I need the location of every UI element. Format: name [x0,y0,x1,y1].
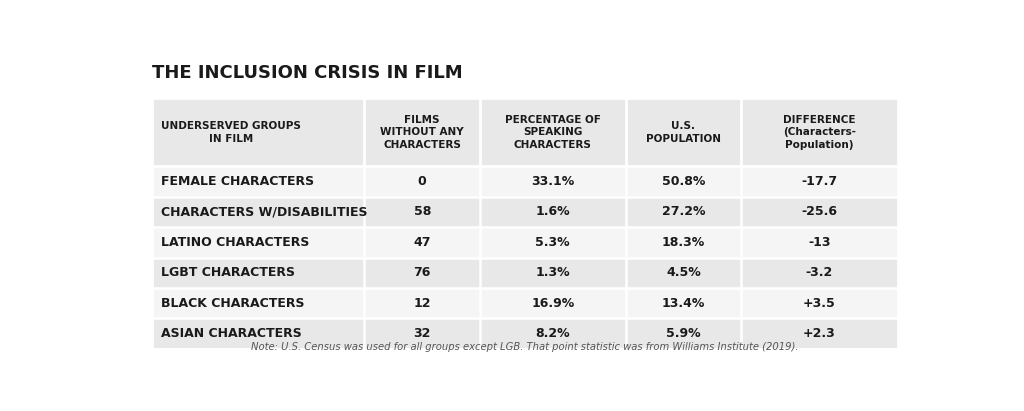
Text: 47: 47 [414,236,431,249]
Bar [152,98,898,166]
Text: 8.2%: 8.2% [536,327,570,340]
Text: FILMS
WITHOUT ANY
CHARACTERS: FILMS WITHOUT ANY CHARACTERS [380,115,464,150]
Text: 5.3%: 5.3% [536,236,570,249]
Text: 1.6%: 1.6% [536,206,570,219]
Text: 0: 0 [418,175,427,188]
Bar [152,227,898,258]
Text: CHARACTERS W/DISABILITIES: CHARACTERS W/DISABILITIES [162,206,368,219]
Text: 4.5%: 4.5% [666,266,700,279]
Text: 12: 12 [414,297,431,309]
Text: Note: U.S. Census was used for all groups except LGB. That point statistic was f: Note: U.S. Census was used for all group… [251,342,799,351]
Text: UNDERSERVED GROUPS
IN FILM: UNDERSERVED GROUPS IN FILM [162,121,301,143]
Text: LATINO CHARACTERS: LATINO CHARACTERS [162,236,309,249]
Text: U.S.
POPULATION: U.S. POPULATION [646,121,721,143]
Text: 76: 76 [414,266,431,279]
Text: FEMALE CHARACTERS: FEMALE CHARACTERS [162,175,314,188]
Text: DIFFERENCE
(Characters-
Population): DIFFERENCE (Characters- Population) [783,115,856,150]
Text: BLACK CHARACTERS: BLACK CHARACTERS [162,297,305,309]
Text: ASIAN CHARACTERS: ASIAN CHARACTERS [162,327,302,340]
Text: -13: -13 [808,236,830,249]
Text: 50.8%: 50.8% [662,175,705,188]
Bar [152,288,898,318]
Text: -3.2: -3.2 [806,266,834,279]
Text: 13.4%: 13.4% [662,297,705,309]
Text: 1.3%: 1.3% [536,266,570,279]
Text: -17.7: -17.7 [802,175,838,188]
Text: -25.6: -25.6 [802,206,838,219]
Text: THE INCLUSION CRISIS IN FILM: THE INCLUSION CRISIS IN FILM [152,64,463,81]
Text: 58: 58 [414,206,431,219]
Text: 16.9%: 16.9% [531,297,574,309]
Bar [152,318,898,349]
Text: LGBT CHARACTERS: LGBT CHARACTERS [162,266,295,279]
Text: 32: 32 [414,327,431,340]
Text: PERCENTAGE OF
SPEAKING
CHARACTERS: PERCENTAGE OF SPEAKING CHARACTERS [505,115,601,150]
Text: 33.1%: 33.1% [531,175,574,188]
Text: 18.3%: 18.3% [662,236,705,249]
Bar [152,166,898,197]
Text: +2.3: +2.3 [803,327,836,340]
Text: +3.5: +3.5 [803,297,836,309]
Text: 5.9%: 5.9% [666,327,700,340]
Text: 27.2%: 27.2% [662,206,706,219]
Bar [152,197,898,227]
Bar [152,258,898,288]
